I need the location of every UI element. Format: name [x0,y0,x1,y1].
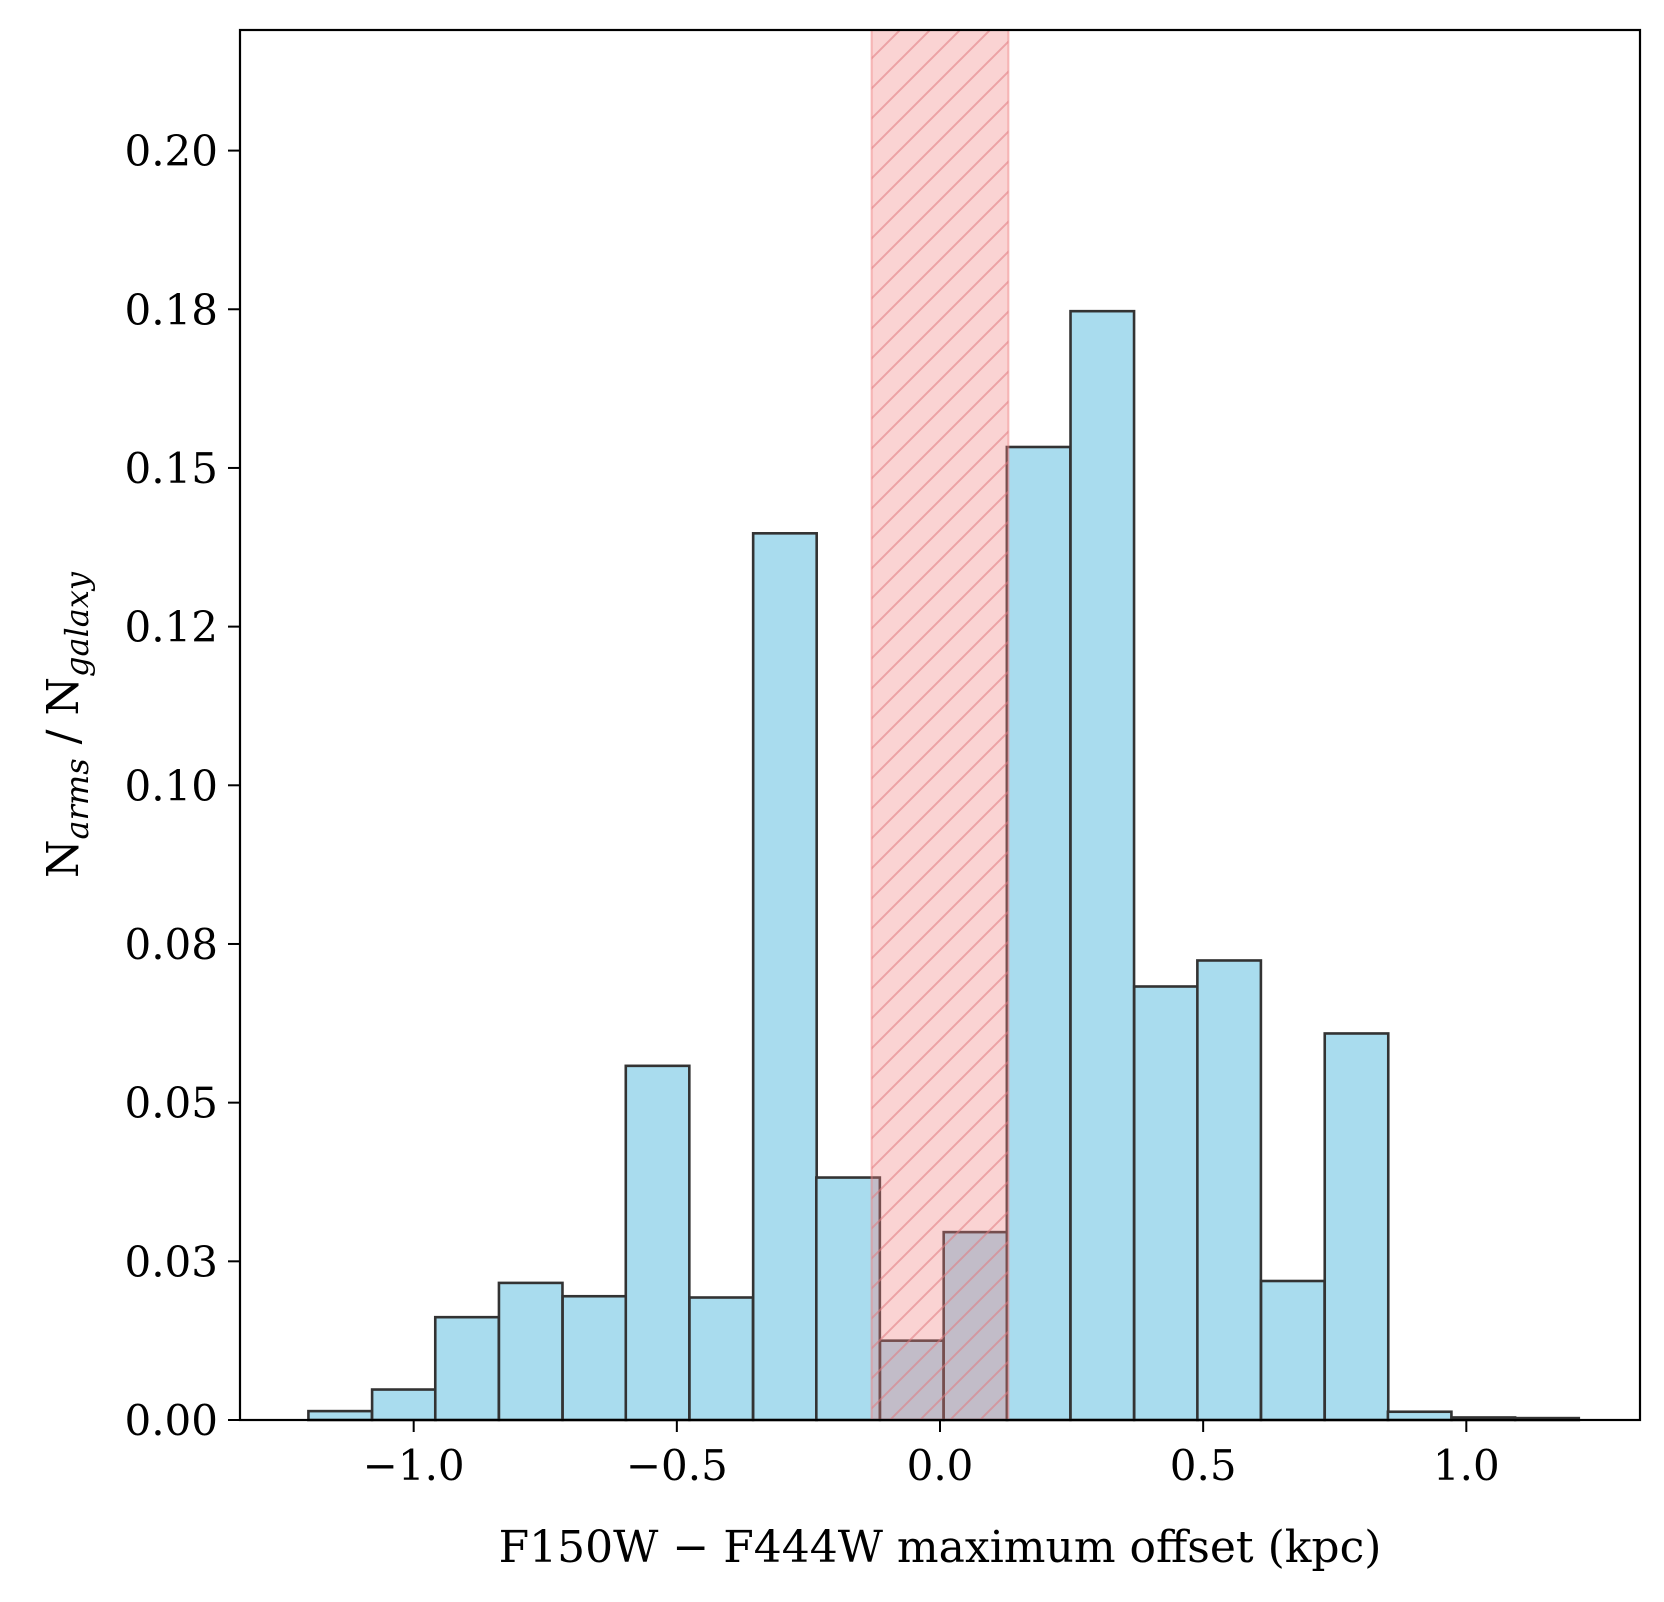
y-tick-label-6: 0.12 [124,603,218,652]
y-tick-label-9: 0.20 [124,127,218,176]
y-tick-label-7: 0.15 [124,444,218,493]
y-axis-label: Narms / Ngalaxy [38,571,96,878]
histogram-bar-13 [1069,309,1136,1422]
y-tick-label-4: 0.08 [124,920,218,969]
x-axis-label: F150W − F444W maximum offset (kpc) [499,1522,1382,1573]
histogram-bar-15 [1196,959,1263,1422]
y-tick-label-3: 0.05 [124,1079,218,1128]
histogram-bar-7 [688,1296,755,1422]
histogram-bar-12 [1005,445,1072,1422]
histogram-bar-9 [815,1176,882,1422]
histogram-bar-5 [561,1294,628,1422]
histogram-bar-18 [1386,1410,1453,1422]
x-tick-label-4: 0.5 [1170,1441,1237,1490]
y-tick-label-5: 0.10 [124,761,218,810]
histogram-bar-3 [433,1315,501,1422]
y-tick-label-1: 0.00 [124,1396,218,1445]
y-label-sub-arms: arms [58,758,96,839]
y-label-sub-galaxy: galaxy [58,571,96,677]
x-tick-label-3: 0.0 [907,1441,974,1490]
histogram-bar-8 [751,532,818,1422]
y-tick-label-2: 0.03 [124,1237,218,1286]
histogram-bar-6 [624,1064,691,1422]
x-tick-label-1: −1.0 [363,1441,465,1490]
histogram-bar-16 [1259,1279,1326,1422]
x-tick-label-5: 1.0 [1433,1441,1500,1490]
histogram-bar-14 [1132,985,1200,1422]
y-label-separator: / N [38,677,89,758]
histogram-bar-1 [307,1409,374,1422]
y-tick-label-8: 0.18 [124,285,218,334]
y-label-n1: N [38,839,89,878]
shaded-region-hatch [871,30,1009,1420]
x-tick-label-2: −0.5 [626,1441,728,1490]
histogram-bar-17 [1323,1032,1390,1422]
histogram-bar-2 [370,1388,437,1422]
histogram-bar-4 [497,1281,564,1422]
